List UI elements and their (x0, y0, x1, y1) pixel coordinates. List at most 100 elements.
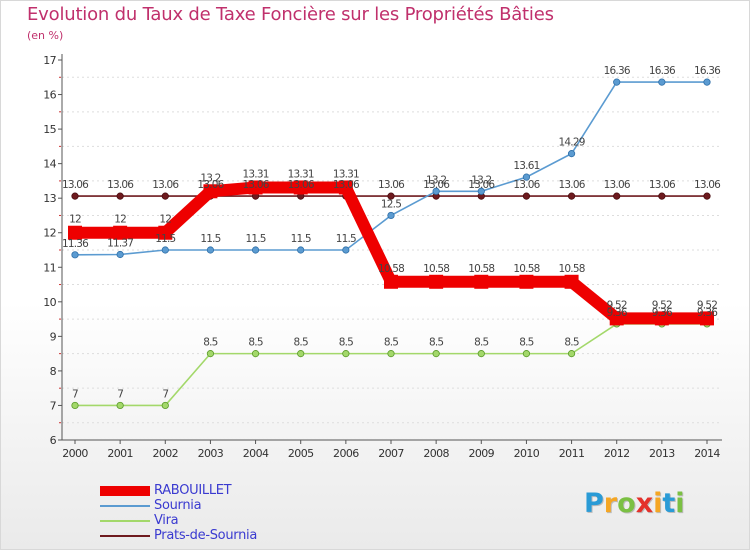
logo-letter: r (603, 488, 618, 519)
y-tick-label: 8 (50, 365, 57, 378)
logo-letter: t (662, 488, 676, 519)
data-label-vira: 7 (162, 388, 168, 400)
legend-label-prats-de-sournia: Prats-de-Sournia (154, 528, 258, 543)
data-label-sournia: 16.36 (604, 65, 631, 77)
x-tick-label: 2008 (423, 447, 449, 460)
logo-letter: i (675, 488, 685, 519)
series-layer (68, 78, 714, 410)
data-label-rabouillet: 10.58 (513, 263, 539, 275)
data-label-prats-de-sournia: 13.06 (152, 179, 179, 191)
logo-letter: P (584, 488, 604, 519)
legend-label-rabouillet: RABOUILLET (154, 483, 232, 498)
data-label-rabouillet: 12 (69, 214, 81, 226)
data-label-sournia: 14.29 (559, 137, 585, 149)
data-label-prats-de-sournia: 13.06 (378, 179, 405, 191)
data-point-sournia (251, 246, 260, 254)
y-tick-label: 15 (43, 123, 56, 136)
data-point-rabouillet (700, 311, 714, 326)
data-label-rabouillet: 9.52 (697, 299, 717, 311)
data-label-rabouillet: 10.58 (559, 263, 585, 275)
data-label-vira: 8.5 (519, 337, 533, 349)
data-label-prats-de-sournia: 13.06 (197, 179, 224, 191)
data-label-sournia: 16.36 (649, 65, 676, 77)
y-axis-unit-label: (en %) (27, 29, 64, 42)
y-tick-label: 14 (43, 158, 56, 171)
y-tick-label: 13 (43, 192, 56, 205)
data-point-sournia (658, 78, 666, 86)
data-label-vira: 7 (72, 388, 78, 400)
data-label-vira: 8.5 (294, 337, 308, 349)
data-label-prats-de-sournia: 13.06 (604, 179, 631, 191)
data-label-rabouillet: 13.31 (288, 168, 314, 180)
data-point-sournia (161, 246, 169, 254)
y-tick-label: 7 (50, 399, 57, 412)
data-label-vira: 8.5 (384, 337, 398, 349)
data-label-sournia: 13.61 (513, 160, 539, 172)
x-tick-label: 2007 (378, 447, 404, 460)
data-label-rabouillet: 9.52 (607, 299, 627, 311)
data-point-rabouillet (564, 274, 579, 289)
y-tick-label: 11 (43, 261, 56, 274)
x-tick-label: 2002 (152, 447, 178, 460)
x-tick-label: 2013 (649, 447, 675, 460)
series-rabouillet (68, 180, 714, 326)
y-tick-label: 12 (43, 227, 56, 240)
data-point-rabouillet (338, 180, 353, 195)
data-label-sournia: 11.5 (200, 233, 220, 245)
chart-title: Evolution du Taux de Taxe Foncière sur l… (27, 4, 554, 25)
data-point-rabouillet (158, 225, 173, 240)
legend-label-vira: Vira (154, 513, 179, 528)
data-point-sournia (71, 251, 79, 259)
data-label-rabouillet: 13.2 (200, 172, 220, 184)
data-label-vira: 8.5 (248, 337, 262, 349)
data-point-rabouillet (113, 225, 128, 240)
data-label-vira: 9.36 (652, 307, 673, 319)
data-point-sournia (477, 187, 485, 195)
data-label-rabouillet: 10.58 (423, 263, 449, 275)
data-label-prats-de-sournia: 13.06 (243, 179, 270, 191)
data-label-sournia: 13.2 (471, 174, 491, 186)
data-point-prats-de-sournia (703, 192, 711, 200)
logo-letter: o (617, 488, 636, 519)
data-label-prats-de-sournia: 13.06 (333, 179, 360, 191)
data-point-vira (387, 350, 395, 358)
data-label-rabouillet: 9.52 (652, 299, 672, 311)
data-point-rabouillet (519, 274, 534, 289)
data-label-vira: 9.36 (697, 307, 718, 319)
data-label-vira: 7 (117, 388, 123, 400)
legend-swatch-sournia (100, 505, 150, 507)
y-tick-label: 6 (50, 434, 57, 447)
data-label-rabouillet: 10.58 (378, 263, 404, 275)
data-point-sournia (432, 187, 440, 195)
x-tick-label: 2014 (694, 447, 720, 460)
data-point-prats-de-sournia (613, 192, 621, 200)
data-label-sournia: 13.2 (426, 174, 446, 186)
data-label-vira: 8.5 (429, 337, 443, 349)
legend-swatch-vira (100, 520, 150, 522)
data-point-sournia (703, 78, 711, 86)
data-point-rabouillet (474, 274, 489, 289)
data-label-vira: 8.5 (203, 337, 217, 349)
data-label-rabouillet: 12 (114, 214, 126, 226)
legend-swatch-rabouillet (100, 486, 150, 496)
data-label-prats-de-sournia: 13.06 (649, 179, 676, 191)
data-point-vira (71, 401, 79, 410)
y-tick-label: 9 (50, 330, 57, 343)
data-point-vira (432, 350, 440, 358)
data-label-rabouillet: 12 (159, 214, 171, 226)
data-point-prats-de-sournia (116, 192, 124, 200)
data-point-prats-de-sournia (567, 192, 576, 200)
data-label-prats-de-sournia: 13.06 (423, 179, 450, 191)
data-label-prats-de-sournia: 13.06 (288, 179, 315, 191)
data-point-rabouillet (293, 180, 308, 195)
x-tick-label: 2012 (604, 447, 630, 460)
x-tick-label: 2011 (559, 447, 585, 460)
data-point-rabouillet (609, 311, 624, 326)
data-label-sournia: 11.37 (107, 237, 133, 249)
data-point-prats-de-sournia (387, 192, 395, 200)
data-label-sournia: 11.36 (62, 238, 89, 250)
data-point-prats-de-sournia (658, 192, 666, 200)
data-point-rabouillet (654, 311, 669, 326)
data-label-prats-de-sournia: 13.06 (559, 179, 586, 191)
